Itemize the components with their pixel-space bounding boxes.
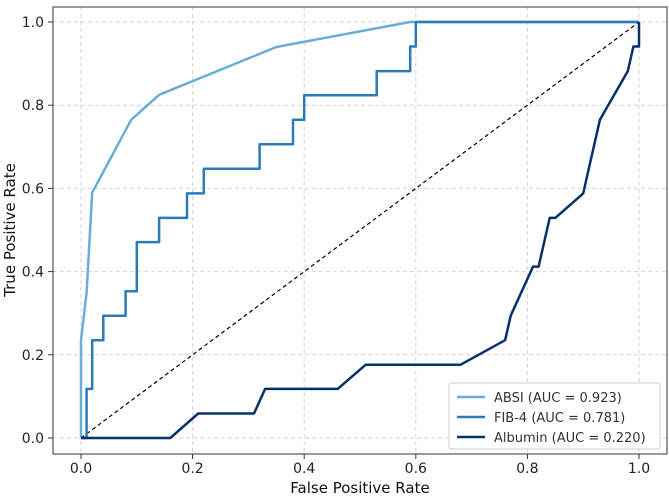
y-tick-label: 0.8 [22, 98, 44, 114]
series-line-fib4 [81, 20, 639, 440]
legend-label-albumin: Albumin (AUC = 0.220) [494, 431, 646, 446]
x-tick-label: 1.0 [628, 461, 650, 477]
x-tick-label: 0.8 [516, 461, 538, 477]
legend-box [448, 382, 661, 450]
y-tick-label: 0.4 [22, 265, 44, 281]
x-tick-label: 0.2 [181, 461, 203, 477]
y-tick-label: 0.0 [22, 431, 44, 447]
x-tick-label: 0.0 [70, 461, 92, 477]
x-axis-title: False Positive Rate [290, 479, 429, 497]
plot-frame [52, 6, 668, 455]
x-tick-label: 0.6 [405, 461, 427, 477]
y-tick-label: 1.0 [22, 15, 44, 31]
series-layer [79, 20, 641, 440]
y-tick-label: 0.2 [22, 348, 44, 364]
series-line-abs [79, 20, 639, 438]
y-axis-title: True Positive Rate [1, 163, 19, 298]
series-line-albumin [81, 22, 641, 440]
legend-label-fib4: FIB-4 (AUC = 0.781) [494, 411, 625, 426]
y-tick-label: 0.6 [22, 181, 44, 197]
legend-label-abs: ABSI (AUC = 0.923) [494, 391, 622, 406]
x-tick-label: 0.4 [293, 461, 315, 477]
tick-layer: 0.0 0.2 0.4 0.6 0.8 1.0 0.0 0.2 0.4 0.6 0.8 1.0 [22, 15, 650, 477]
legend: ABSI (AUC = 0.923) FIB-4 (AUC = 0.781) A… [448, 382, 661, 450]
